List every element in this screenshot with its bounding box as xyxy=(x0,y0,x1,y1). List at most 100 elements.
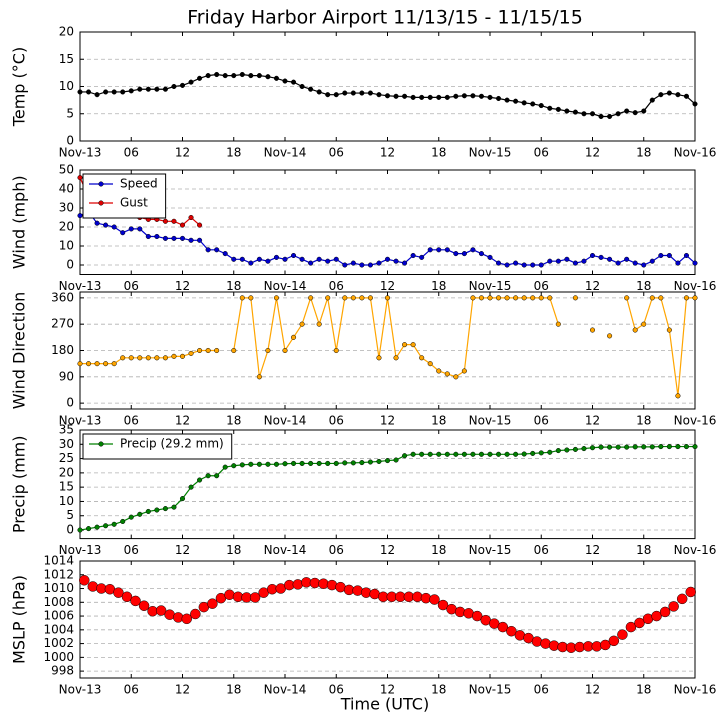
data-point xyxy=(154,507,160,513)
data-point xyxy=(85,89,92,95)
x-tick-label: 12 xyxy=(175,279,190,293)
data-point xyxy=(171,235,177,241)
data-point xyxy=(265,347,271,354)
data-point xyxy=(675,92,681,98)
data-point xyxy=(649,444,655,450)
data-point xyxy=(265,461,271,467)
data-point xyxy=(530,295,536,301)
y-tick-label: 5 xyxy=(66,106,74,120)
data-point xyxy=(188,350,194,356)
data-point xyxy=(137,86,143,92)
data-point xyxy=(342,295,348,301)
data-point xyxy=(273,461,280,467)
data-point xyxy=(103,222,109,228)
data-point xyxy=(547,258,553,264)
x-tick-label: 06 xyxy=(329,414,344,428)
y-tick-label: 1000 xyxy=(43,650,74,664)
y-tick-label: 20 xyxy=(59,465,74,479)
data-point xyxy=(273,295,280,301)
data-point xyxy=(427,94,433,100)
data-point xyxy=(649,258,655,264)
data-point xyxy=(666,90,672,96)
legend-label: Gust xyxy=(120,196,148,210)
data-point xyxy=(359,90,365,96)
x-tick-label: Nov-16 xyxy=(674,683,717,697)
data-point xyxy=(111,224,117,230)
data-point xyxy=(367,459,373,465)
data-point xyxy=(419,254,425,260)
data-point xyxy=(137,511,143,517)
data-point xyxy=(231,256,237,262)
data-point xyxy=(478,451,485,457)
x-tick-label: Nov-15 xyxy=(469,543,512,557)
data-point xyxy=(608,635,620,647)
data-point xyxy=(471,610,483,622)
y-axis-label: Precip (mm) xyxy=(10,436,29,534)
x-tick-label: 12 xyxy=(380,146,395,160)
data-point xyxy=(248,461,254,467)
y-tick-label: 1014 xyxy=(43,554,74,568)
data-point xyxy=(453,93,459,99)
data-point xyxy=(444,247,450,253)
data-point xyxy=(190,608,201,620)
data-point xyxy=(120,230,126,236)
data-point xyxy=(188,214,194,221)
y-tick-label: 35 xyxy=(59,423,74,437)
data-point xyxy=(685,586,696,598)
x-tick-label: Nov-15 xyxy=(469,146,512,160)
plot-frame xyxy=(79,31,696,142)
data-point xyxy=(162,218,168,224)
x-tick-label: Nov-16 xyxy=(674,414,717,428)
legend-label: Precip (29.2 mm) xyxy=(120,437,224,451)
x-tick-label: Nov-14 xyxy=(264,543,307,557)
data-point xyxy=(410,94,416,100)
data-point xyxy=(120,355,126,361)
data-point xyxy=(444,451,450,457)
data-point xyxy=(572,295,578,301)
series-line xyxy=(80,295,695,396)
data-point xyxy=(649,295,655,301)
data-point xyxy=(436,451,442,457)
data-point xyxy=(624,108,630,114)
data-point xyxy=(530,450,536,456)
y-tick-label: 30 xyxy=(59,437,74,451)
data-point xyxy=(77,527,83,533)
x-tick-label: 06 xyxy=(329,279,344,293)
y-tick-label: 10 xyxy=(59,494,74,508)
data-point xyxy=(437,599,449,611)
x-tick-label: 18 xyxy=(431,279,446,293)
data-point xyxy=(111,361,117,367)
data-point xyxy=(120,89,126,95)
y-tick-label: 15 xyxy=(59,480,74,494)
data-point xyxy=(547,449,553,455)
data-point xyxy=(632,110,638,116)
data-point xyxy=(376,92,382,98)
data-point xyxy=(179,235,186,241)
x-tick-label: Nov-16 xyxy=(674,279,717,293)
data-point xyxy=(572,446,578,452)
data-point xyxy=(436,94,442,100)
data-point xyxy=(651,610,662,622)
data-point xyxy=(77,213,83,219)
data-point xyxy=(214,473,220,479)
data-point xyxy=(410,342,416,348)
data-point xyxy=(617,629,628,640)
data-point xyxy=(683,252,690,259)
data-point xyxy=(299,460,305,466)
data-point xyxy=(521,295,527,301)
data-point xyxy=(555,321,561,327)
data-point xyxy=(128,88,134,94)
y-tick-label: 30 xyxy=(59,201,74,215)
data-point xyxy=(384,295,391,301)
data-point xyxy=(85,361,92,367)
data-point xyxy=(393,355,399,361)
data-point xyxy=(290,252,297,259)
data-point xyxy=(521,451,527,457)
data-point xyxy=(128,514,134,520)
data-point xyxy=(453,451,459,457)
data-point xyxy=(461,93,467,99)
x-tick-label: 12 xyxy=(380,414,395,428)
data-point xyxy=(666,327,672,333)
data-point xyxy=(197,477,203,483)
